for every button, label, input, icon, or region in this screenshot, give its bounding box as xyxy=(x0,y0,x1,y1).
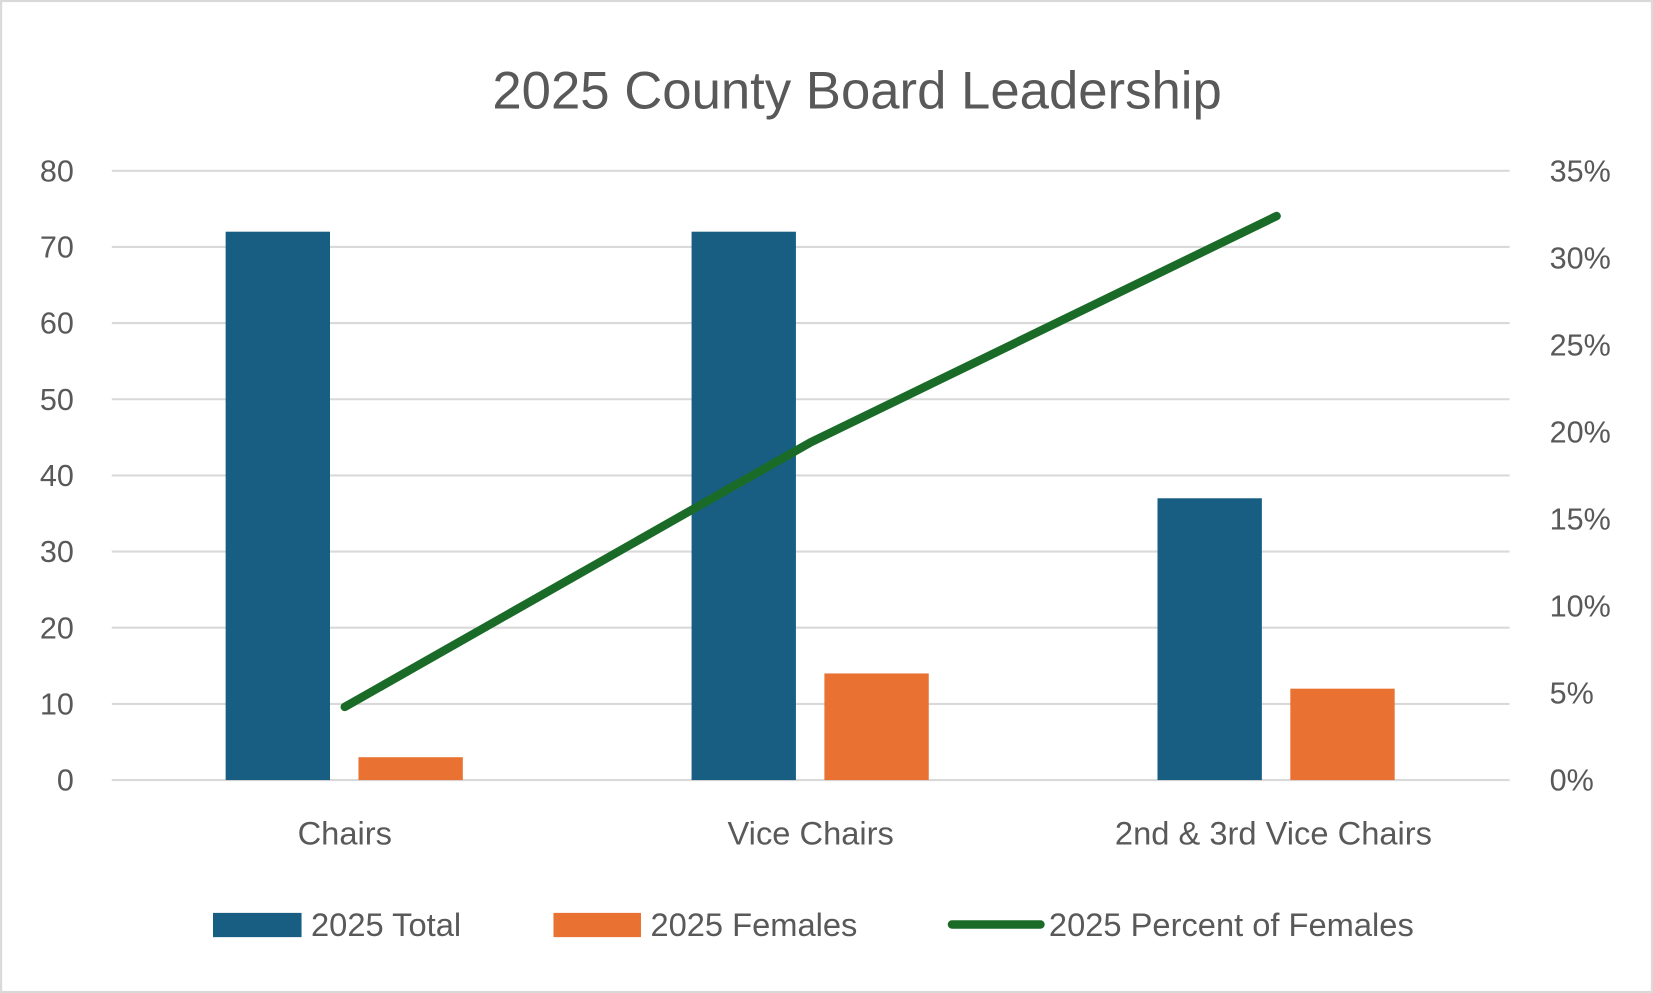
bar-2025-females xyxy=(358,757,463,781)
legend-label: 2025 Total xyxy=(311,906,461,943)
y-left-tick-label: 70 xyxy=(40,230,74,264)
y-left-tick-label: 40 xyxy=(40,459,74,493)
y-right-tick-label: 35% xyxy=(1550,154,1611,188)
y-left-tick-label: 0 xyxy=(57,764,74,798)
bar-2025-females xyxy=(1290,688,1395,781)
legend-label: 2025 Females xyxy=(650,906,857,943)
y-left-tick-label: 60 xyxy=(40,307,74,341)
legend-swatch-females xyxy=(553,912,641,938)
bar-2025-total xyxy=(1157,498,1262,781)
legend: 2025 Total 2025 Females 2025 Percent of … xyxy=(212,906,1414,943)
legend-label: 2025 Percent of Females xyxy=(1049,906,1414,943)
category-label: 2nd & 3rd Vice Chairs xyxy=(1115,814,1432,851)
bar-2025-females xyxy=(824,673,929,781)
y-right-tick-label: 20% xyxy=(1550,415,1611,449)
bar-2025-total xyxy=(691,231,796,781)
y-right-tick-label: 15% xyxy=(1550,502,1611,536)
y-right-tick-label: 30% xyxy=(1550,241,1611,275)
bar-2025-total xyxy=(225,231,330,781)
y-right-tick-label: 10% xyxy=(1550,590,1611,624)
y-left-tick-label: 30 xyxy=(40,535,74,569)
category-label: Chairs xyxy=(298,814,392,851)
y-left-tick-label: 80 xyxy=(40,154,74,188)
y-left-tick-label: 20 xyxy=(40,611,74,645)
y-left-tick-label: 10 xyxy=(40,687,74,721)
line-percent-of-females xyxy=(340,211,1281,712)
legend-swatch-total xyxy=(212,912,302,938)
y-right-tick-label: 5% xyxy=(1550,677,1594,711)
y-left-tick-label: 50 xyxy=(40,383,74,417)
category-label: Vice Chairs xyxy=(728,814,894,851)
chart-title: 2025 County Board Leadership xyxy=(492,62,1221,121)
y-right-tick-label: 0% xyxy=(1550,764,1594,798)
y-right-tick-label: 25% xyxy=(1550,328,1611,362)
